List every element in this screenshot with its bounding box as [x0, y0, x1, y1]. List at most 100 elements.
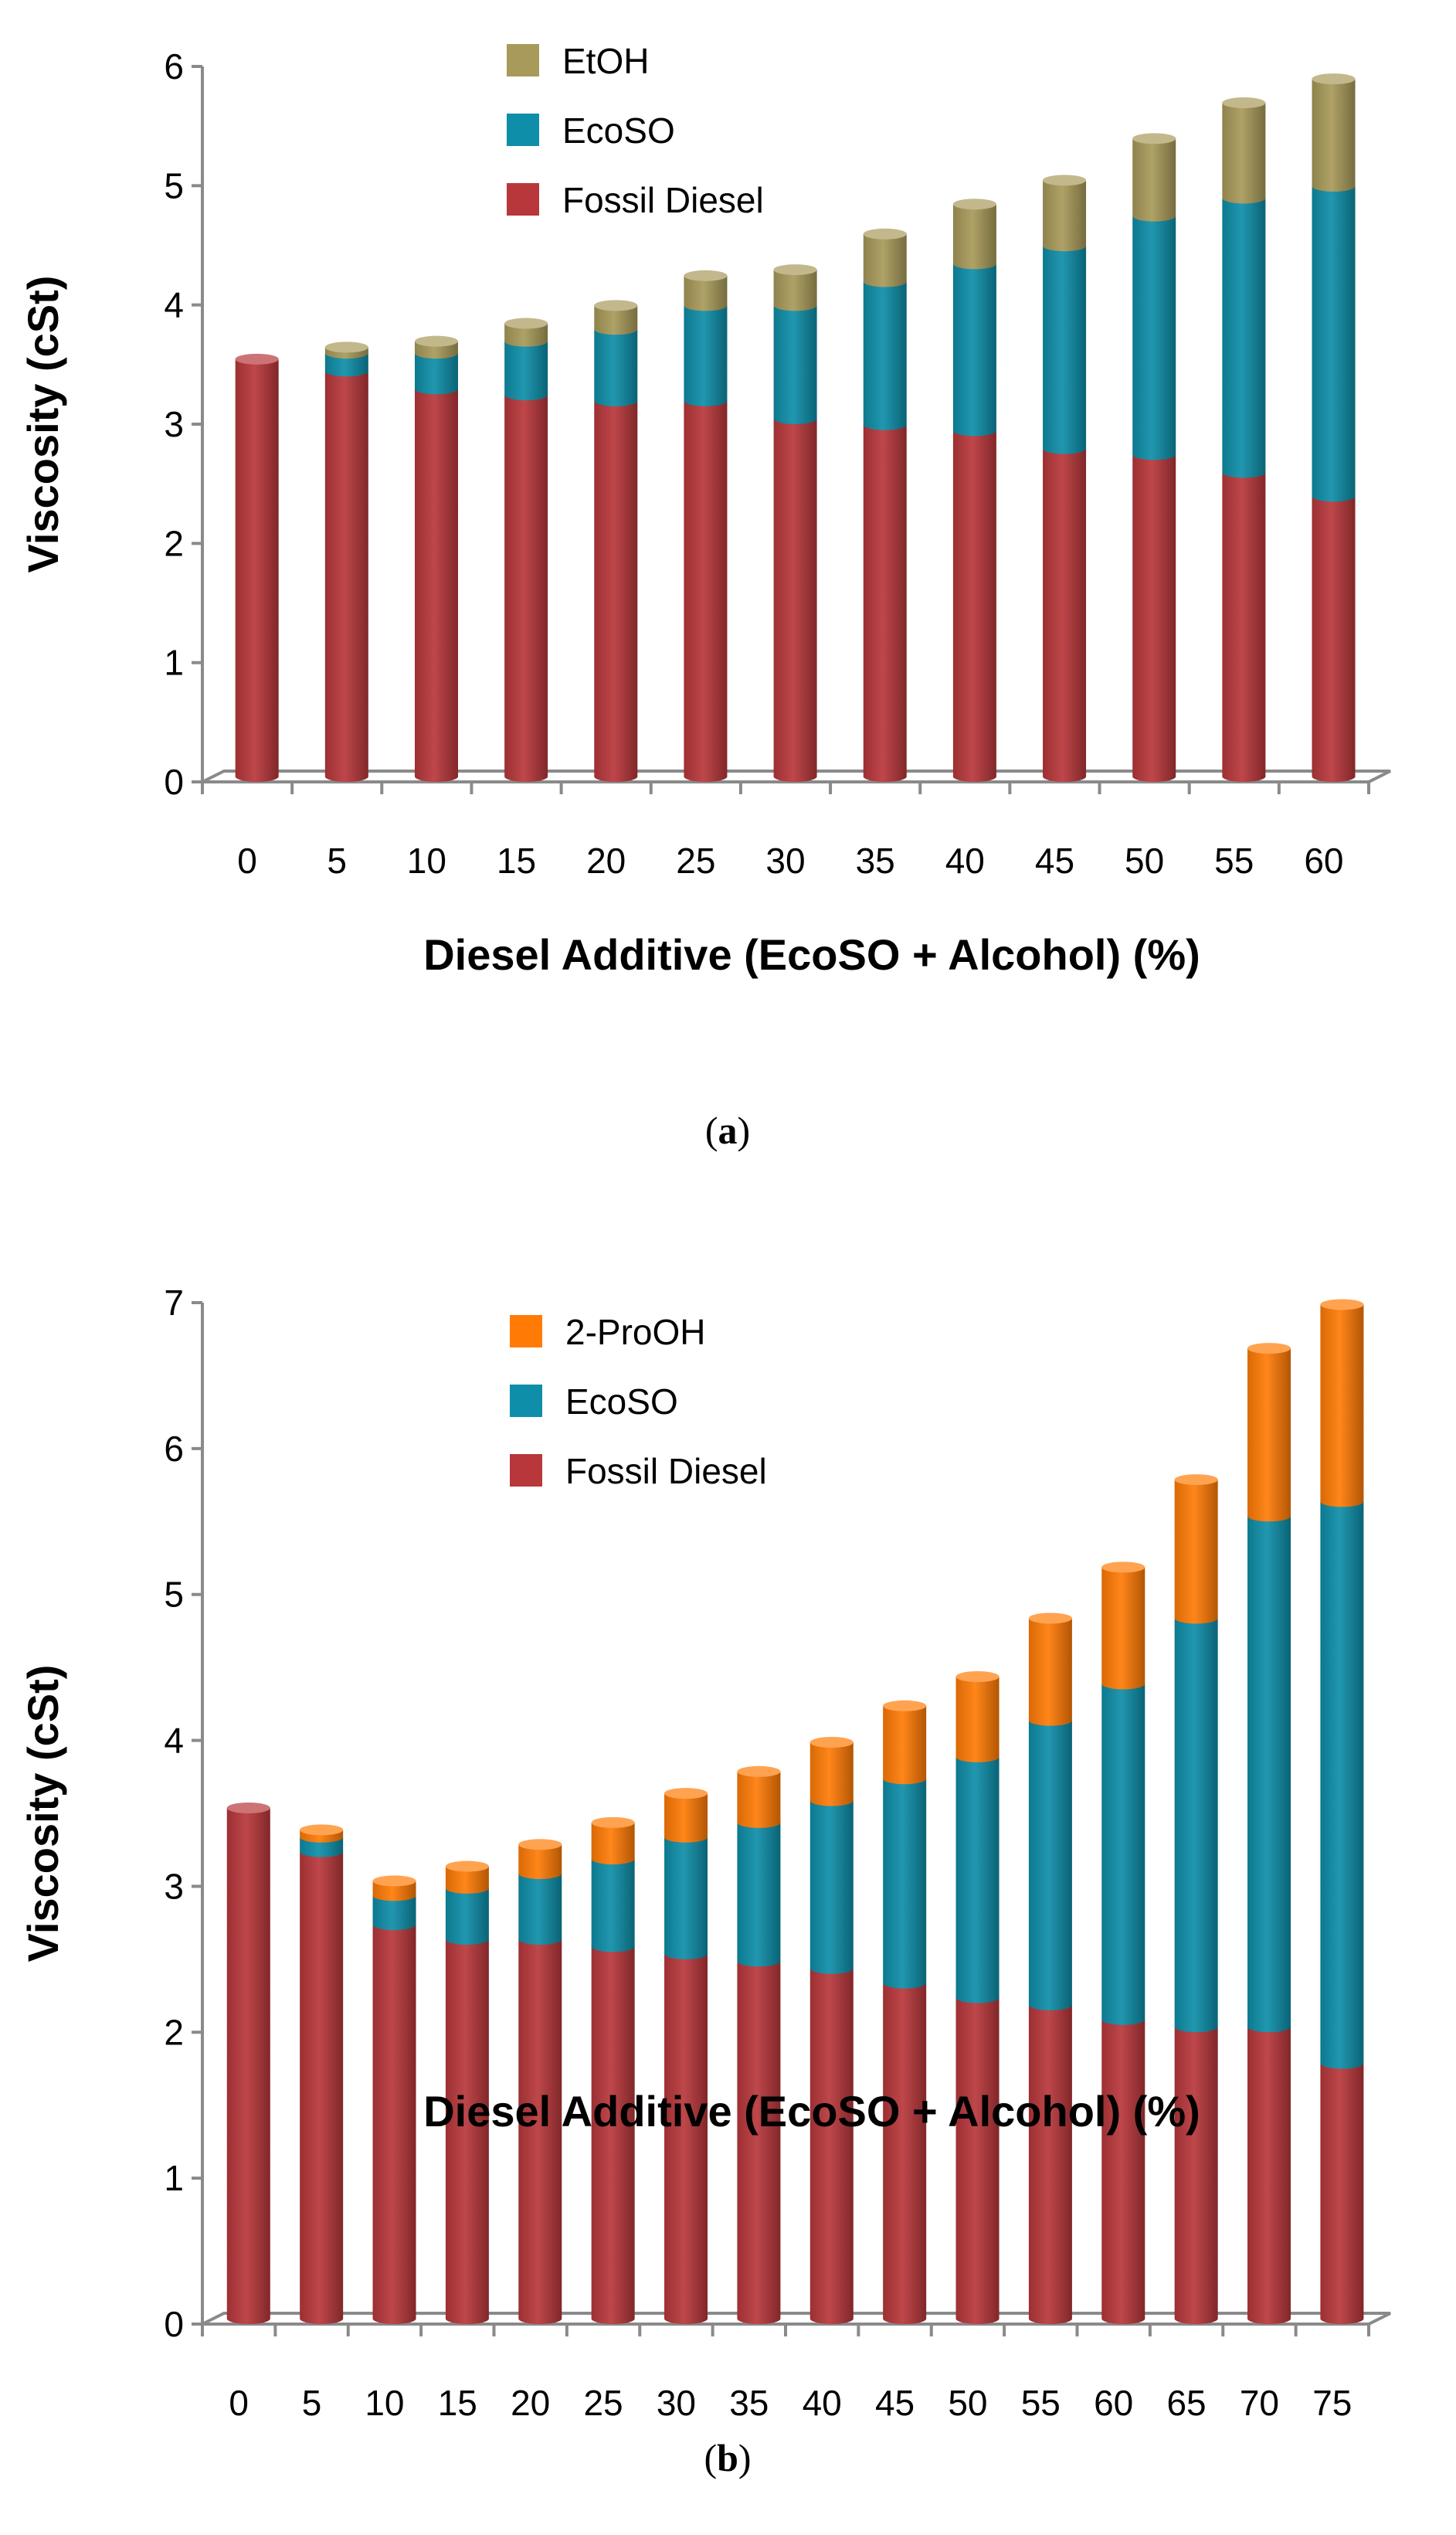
bar-top — [235, 353, 279, 365]
bar-body — [1028, 2004, 1072, 2324]
bar-body — [773, 270, 817, 311]
bar-2-prooh-40 — [809, 1737, 854, 1806]
x-tick-label: 40 — [803, 2383, 842, 2423]
y-tick-label: 2 — [164, 2012, 184, 2052]
bar-body — [1132, 138, 1176, 222]
x-tick-label: 0 — [229, 2383, 249, 2423]
bar-etoh-40 — [952, 199, 996, 270]
bar-2-prooh-20 — [518, 1839, 562, 1879]
bar-etoh-25 — [684, 270, 728, 311]
x-tick-label: 25 — [583, 2383, 623, 2423]
bar-body — [737, 1771, 781, 1828]
bar-body — [594, 305, 638, 335]
bar-body — [737, 1822, 781, 1967]
bar-top — [863, 228, 907, 240]
bar-top — [518, 1839, 562, 1850]
bar-etoh-45 — [1043, 175, 1087, 252]
bar-top — [952, 199, 996, 210]
bar-top — [1174, 1474, 1218, 1486]
bar-etoh-30 — [773, 264, 817, 311]
bar-ecoso-45 — [1043, 246, 1087, 454]
bar-ecoso-10 — [372, 1895, 416, 1931]
bar-body — [1312, 186, 1356, 502]
bar-fossil-diesel-75 — [1320, 2063, 1364, 2324]
bar-top — [445, 1860, 489, 1872]
bar-top — [300, 1824, 344, 1836]
bar-top — [1320, 1299, 1364, 1310]
bar-ecoso-25 — [591, 1859, 635, 1952]
bar-top — [591, 1816, 635, 1828]
legend-swatch — [507, 44, 539, 76]
bar-body — [952, 204, 996, 270]
x-tick-label: 60 — [1304, 841, 1343, 881]
bar-body — [372, 1881, 416, 1901]
bar-body — [883, 1705, 927, 1785]
bar-2-prooh-25 — [591, 1816, 635, 1865]
y-tick-label: 1 — [164, 643, 184, 683]
bar-top — [504, 318, 548, 329]
bar-body — [1222, 472, 1266, 783]
bar-top — [1132, 133, 1176, 144]
bar-fossil-diesel-25 — [591, 1946, 635, 2324]
bar-ecoso-30 — [664, 1837, 708, 1959]
bar-body — [863, 233, 907, 287]
bar-etoh-5 — [324, 342, 368, 359]
bar-fossil-diesel-15 — [445, 1939, 489, 2324]
bar-top — [1101, 1561, 1145, 1573]
bar-top — [1312, 73, 1356, 85]
bar-2-prooh-35 — [737, 1765, 781, 1828]
bar-top — [883, 1700, 927, 1711]
x-tick-label: 75 — [1312, 2383, 1352, 2423]
bar-ecoso-40 — [952, 263, 996, 437]
bar-fossil-diesel-40 — [952, 430, 996, 783]
legend-swatch — [507, 114, 539, 146]
x-tick-label: 5 — [302, 2383, 322, 2423]
bar-body — [504, 323, 548, 347]
bar-body — [863, 424, 907, 783]
bar-body — [1312, 496, 1356, 783]
x-tick-label: 35 — [856, 841, 895, 881]
x-tick-label: 30 — [765, 841, 805, 881]
bar-body — [684, 275, 728, 311]
bar-body — [300, 1837, 344, 1857]
bar-fossil-diesel-35 — [863, 424, 907, 783]
bar-fossil-diesel-55 — [1222, 472, 1266, 783]
bar-fossil-diesel-70 — [1247, 2027, 1291, 2324]
bar-body — [1222, 103, 1266, 204]
bar-ecoso-65 — [1174, 1618, 1218, 2033]
bar-etoh-55 — [1222, 97, 1266, 204]
bar-body — [1132, 454, 1176, 783]
bar-body — [445, 1866, 489, 1894]
bar-body — [414, 389, 458, 783]
bar-body — [1043, 448, 1087, 783]
bar-body — [372, 1895, 416, 1931]
bar-body — [1247, 2027, 1291, 2324]
bar-etoh-15 — [504, 318, 548, 347]
bar-top — [324, 342, 368, 353]
bar-fossil-diesel-55 — [1028, 2004, 1072, 2324]
bar-2-prooh-65 — [1174, 1474, 1218, 1624]
bar-top — [737, 1765, 781, 1777]
bar-ecoso-60 — [1101, 1684, 1145, 2025]
x-tick-label: 35 — [729, 2383, 769, 2423]
bar-ecoso-40 — [809, 1800, 854, 1974]
bar-fossil-diesel-40 — [809, 1968, 854, 2324]
bar-fossil-diesel-45 — [1043, 448, 1087, 783]
bar-top — [684, 270, 728, 281]
bar-body — [1043, 180, 1087, 252]
legend-label: 2-ProOH — [565, 1312, 705, 1352]
bar-body — [1028, 1720, 1072, 2010]
x-tick-label: 20 — [511, 2383, 550, 2423]
bar-body — [1101, 1684, 1145, 2025]
bar-top — [1043, 175, 1087, 186]
panel-caption: (b) — [704, 2436, 751, 2479]
bar-body — [664, 1837, 708, 1959]
x-tick-label: 15 — [497, 841, 536, 881]
bar-fossil-diesel-30 — [664, 1953, 708, 2324]
bar-body — [1174, 1618, 1218, 2033]
bar-body — [324, 353, 368, 377]
bar-body — [684, 400, 728, 782]
bar-body — [372, 1925, 416, 2324]
legend: 2-ProOH EcoSO Fossil Diesel — [510, 1312, 767, 1491]
bar-ecoso-15 — [504, 341, 548, 401]
